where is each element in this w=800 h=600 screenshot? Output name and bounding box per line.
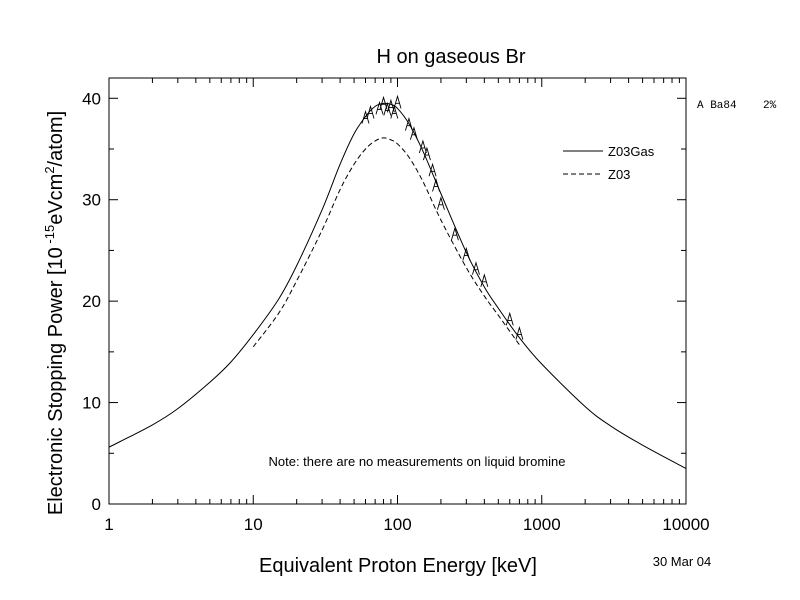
data-point-marker [383, 101, 392, 116]
data-point-marker [450, 226, 459, 241]
data-point-marker [375, 100, 384, 115]
data-point-marker [515, 325, 524, 340]
series-curves [108, 102, 687, 469]
data-point-marker [418, 139, 427, 154]
chart-note: Note: there are no measurements on liqui… [269, 454, 566, 469]
x-axis-label: Equivalent Proton Energy [keV] [259, 555, 537, 577]
y-axis-ticks: 0 10 20 30 40 [82, 89, 686, 514]
x-axis-ticks: 1 10 100 1000 10000 [104, 78, 710, 534]
data-point-marker [436, 196, 445, 210]
data-point-marker [410, 126, 418, 140]
data-point-marker [379, 95, 388, 110]
x-tick-label: 1000 [523, 515, 561, 534]
measurement-markers [361, 94, 524, 340]
data-reference-label: A Ba84 2% [697, 100, 777, 112]
y-tick-label: 20 [82, 292, 101, 311]
x-tick-label: 100 [383, 515, 411, 534]
legend-label-z03: Z03 [608, 167, 630, 182]
y-tick-label: 10 [82, 394, 101, 413]
data-point-marker [432, 177, 440, 192]
y-axis-label-exp2: 2 [42, 166, 57, 173]
y-axis-label-mid: eVcm [45, 174, 67, 225]
legend-label-z03gas: Z03Gas [608, 144, 655, 159]
plot-frame [108, 77, 687, 505]
y-axis-label-exp1: -15 [42, 225, 57, 247]
series-line-z03 [252, 137, 520, 348]
y-tick-label: 0 [92, 495, 101, 514]
data-point-marker [393, 94, 402, 109]
data-point-marker [462, 246, 471, 261]
y-tick-label: 40 [82, 89, 101, 108]
data-point-marker [404, 117, 413, 131]
data-point-marker [472, 261, 480, 275]
x-tick-label: 1 [104, 515, 113, 534]
data-point-marker [366, 104, 375, 119]
chart-title: H on gaseous Br [377, 46, 526, 68]
y-axis-label: Electronic Stopping Power [10 -15eVcm2/a… [42, 111, 67, 515]
y-tick-label: 30 [82, 191, 101, 210]
x-tick-label: 10000 [662, 515, 709, 534]
data-point-marker [505, 311, 514, 326]
data-point-marker [428, 162, 437, 177]
series-line-z03gas [108, 102, 687, 469]
data-point-marker [423, 146, 431, 161]
data-point-marker [480, 273, 489, 287]
data-point-marker [386, 98, 395, 113]
chart-date: 30 Mar 04 [653, 554, 712, 569]
y-axis-label-post: /atom] [45, 111, 67, 167]
x-tick-label: 10 [244, 515, 263, 534]
y-axis-label-pre: Electronic Stopping Power [10 [45, 247, 67, 515]
legend: Z03Gas Z03 [563, 144, 655, 182]
data-point-marker [361, 109, 370, 124]
